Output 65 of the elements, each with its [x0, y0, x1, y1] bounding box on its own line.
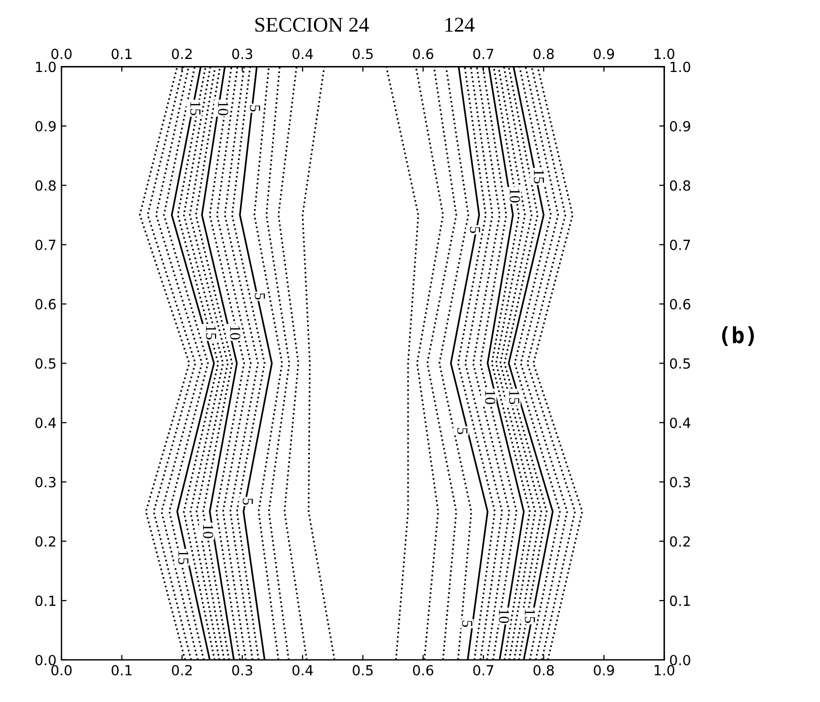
annotation: 5	[462, 620, 472, 627]
y2-tick-label: 0.1	[670, 596, 690, 606]
x-tick-label: 0.6	[412, 664, 434, 676]
y2-tick-label: 0.0	[670, 654, 690, 666]
chart-title: SECCION 24	[255, 18, 369, 32]
y-tick-label: 0.3	[35, 476, 56, 488]
annotation: 15	[509, 390, 520, 404]
y-tick-label: 0.5	[35, 358, 56, 369]
annotation: 5	[470, 226, 480, 234]
y-tick-label: 0.6	[35, 298, 56, 310]
annotation: 10	[218, 102, 228, 116]
annotation: 5	[242, 498, 253, 505]
x2-tick-label: 0.0	[51, 48, 72, 60]
x-tick-label: 0.0	[51, 664, 72, 676]
x-tick-label: 0.5	[352, 664, 373, 676]
x2-tick-label: 0.2	[172, 48, 192, 60]
annotation: 15	[534, 170, 544, 184]
y2-tick-label: 0.5	[670, 358, 690, 369]
y-tick-label: 0.8	[35, 180, 56, 191]
x2-tick-label: 0.7	[473, 48, 494, 60]
x-tick-label: 0.2	[172, 664, 192, 676]
y-tick-label: 0.0	[35, 654, 56, 666]
x-tick-label: 0.8	[534, 664, 554, 676]
y2-tick-label: 0.2	[670, 536, 690, 547]
y2-tick-label: 0.6	[670, 298, 690, 310]
y2-tick-label: 0.3	[670, 476, 690, 488]
y-tick-label: 0.2	[35, 536, 56, 547]
x2-tick-label: 0.9	[594, 48, 614, 60]
annotation: 15	[206, 326, 216, 340]
annotation: 10	[230, 326, 240, 340]
y-tick-label: 0.1	[35, 596, 56, 606]
y2-tick-label: 0.4	[670, 418, 690, 428]
annotation: 10	[498, 610, 510, 624]
y2-tick-label: 0.9	[670, 120, 690, 132]
x2-tick-label: 0.8	[534, 48, 554, 60]
x2-tick-label: 0.4	[292, 48, 313, 60]
annotation: 10	[202, 524, 214, 538]
y2-tick-label: 0.8	[670, 180, 690, 191]
y-tick-label: 1.0	[36, 62, 56, 72]
annotation: 15	[524, 610, 536, 624]
x2-tick-label: 0.3	[232, 48, 252, 60]
x2-tick-label: 1.0	[654, 48, 674, 60]
x2-tick-label: 0.1	[112, 48, 132, 60]
annotation: 10	[484, 390, 496, 404]
y2-tick-label: 1.0	[670, 62, 690, 72]
x2-tick-label: 0.6	[412, 48, 434, 60]
text: (b)	[722, 326, 754, 346]
x-tick-label: 0.9	[594, 664, 614, 676]
y-tick-label: 0.9	[35, 120, 56, 132]
x-tick-label: 0.7	[473, 664, 494, 676]
annotation: 15	[190, 102, 201, 116]
y2-tick-label: 0.7	[670, 240, 690, 250]
x-tick-label: 0.4	[292, 664, 313, 676]
annotation: 10	[510, 189, 520, 202]
x-tick-label: 0.3	[232, 664, 252, 676]
x-tick-label: 0.1	[112, 664, 132, 676]
y-tick-label: 0.4	[35, 418, 56, 428]
x2-tick-label: 0.5	[352, 48, 373, 60]
chart-subtitle: 124	[445, 18, 474, 32]
x-tick-label: 1.0	[654, 664, 674, 676]
annotation: 5	[254, 293, 265, 300]
annotation: 5	[457, 428, 468, 434]
y-tick-label: 0.7	[35, 240, 56, 250]
annotation: 15	[178, 550, 188, 564]
annotation: 5	[250, 105, 260, 112]
